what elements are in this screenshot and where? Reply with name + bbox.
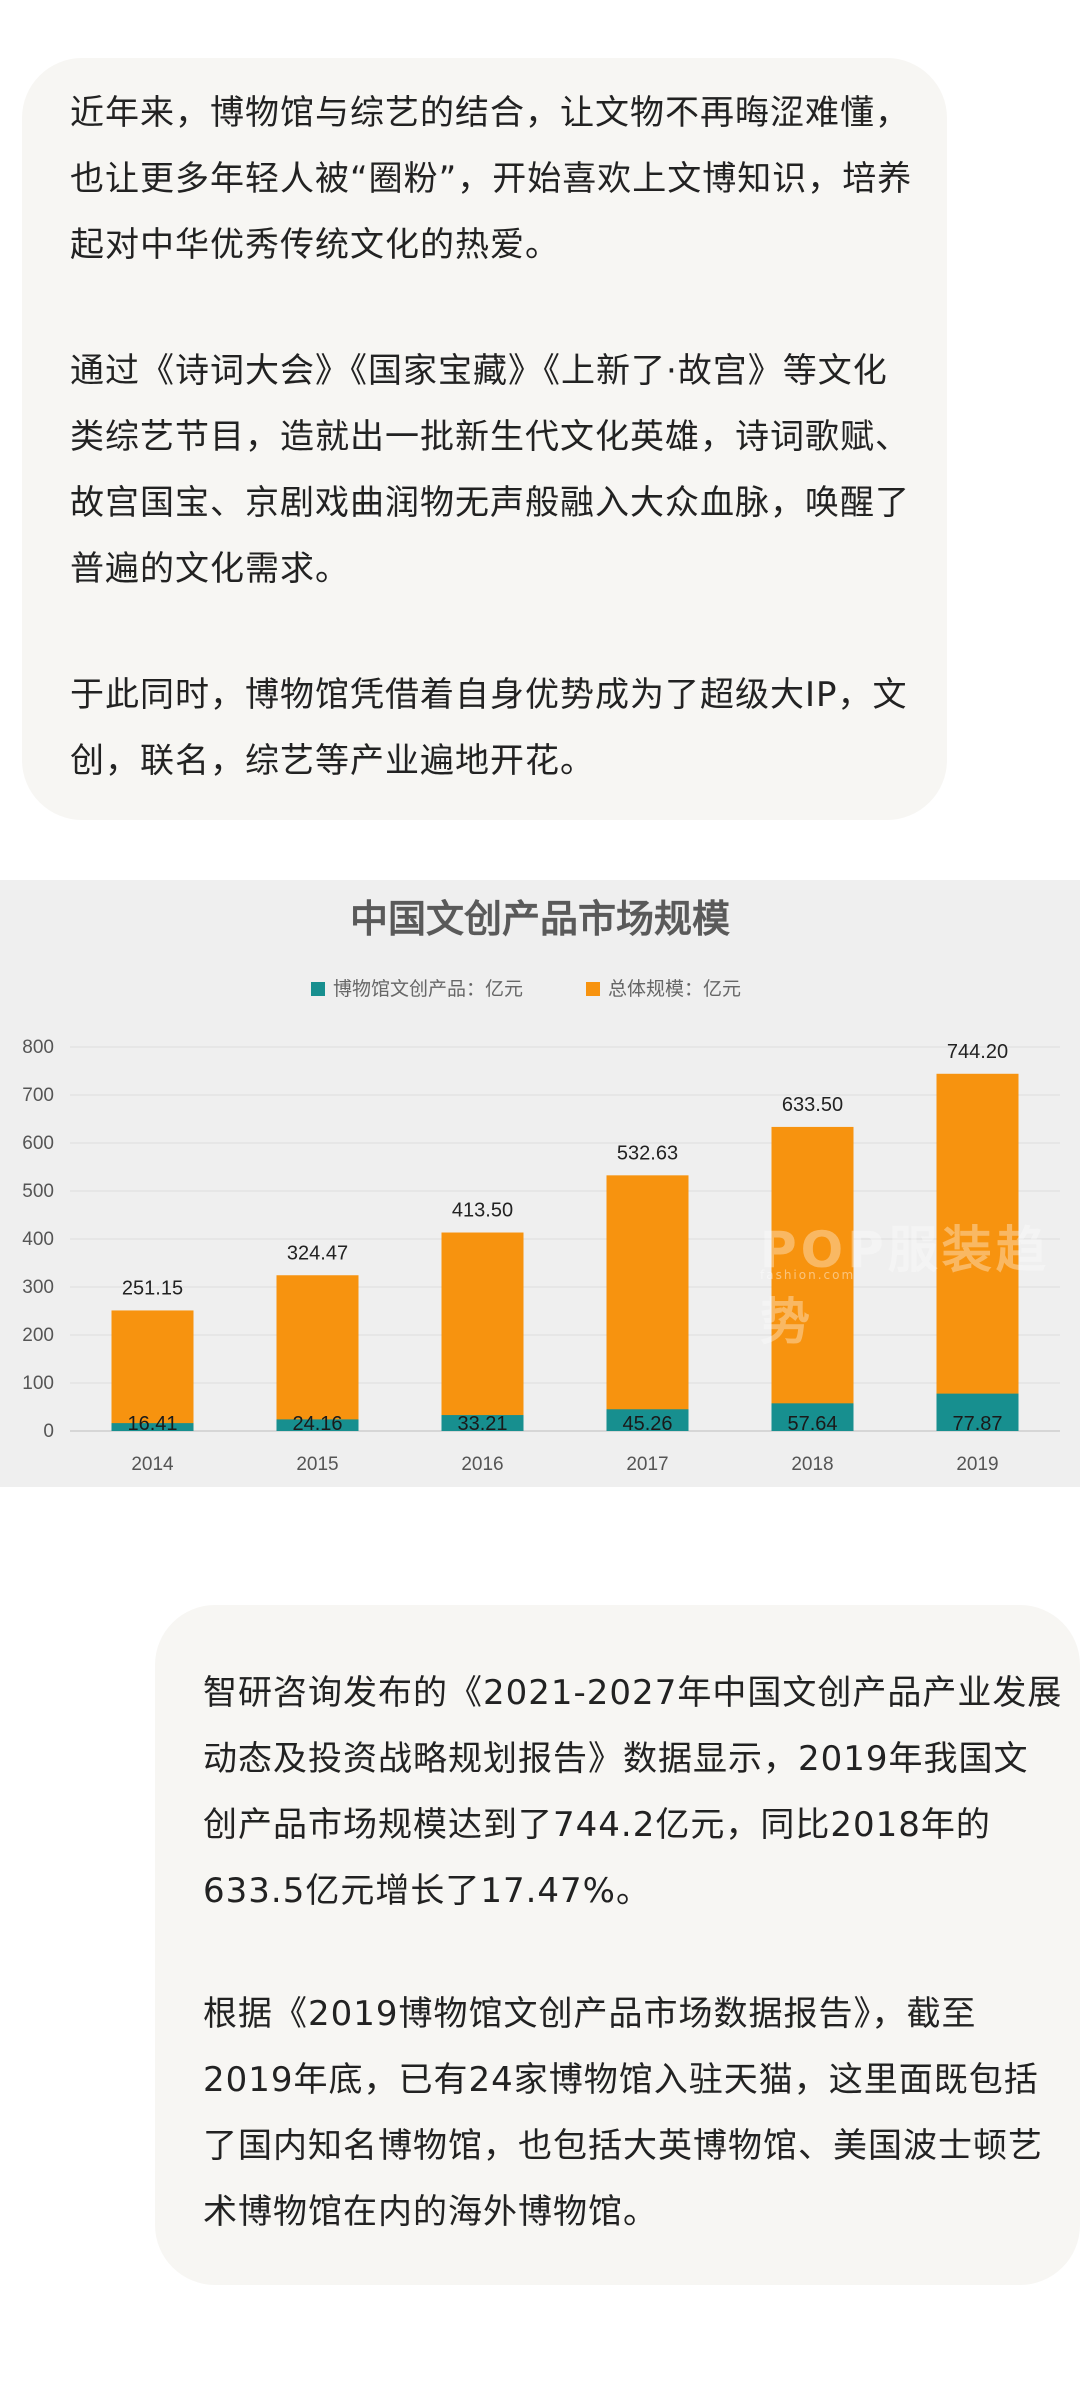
report-text-card: 智研咨询发布的《2021-2027年中国文创产品产业发展动态及投资战略规划报告》… <box>155 1605 1080 2285</box>
report-paragraph-2: 根据《2019博物馆文创产品市场数据报告》，截至2019年底，已有24家博物馆入… <box>203 1994 1043 2232</box>
x-tick-label-2014: 2014 <box>131 1454 174 1475</box>
watermark-logo: POP服装趋势 <box>760 1221 1050 1351</box>
legend-label-1: 博物馆文创产品：亿元 <box>333 978 523 1000</box>
data-label-total-2018: 633.50 <box>782 1094 843 1116</box>
bar-museum-2018 <box>771 1403 854 1431</box>
watermark-sub: fashion.com <box>760 1268 856 1282</box>
y-tick-label-600: 600 <box>22 1133 54 1154</box>
intro-text-card: 近年来，博物馆与综艺的结合，让文物不再晦涩难懂，也让更多年轻人被“圈粉”，开始喜… <box>22 58 947 820</box>
bar-museum-2017 <box>606 1409 689 1431</box>
bar-total-2014 <box>111 1310 194 1431</box>
intro-paragraph-2: 通过《诗词大会》《国家宝藏》《上新了·故宫》等文化类综艺节目，造就出一批新生代文… <box>70 351 910 589</box>
y-tick-label-100: 100 <box>22 1373 54 1394</box>
y-tick-label-0: 0 <box>43 1421 54 1442</box>
data-label-museum-2015: 24.16 <box>292 1413 342 1435</box>
y-tick-label-200: 200 <box>22 1325 54 1346</box>
y-tick-label-800: 800 <box>22 1037 54 1058</box>
bar-museum-2019 <box>936 1393 1019 1431</box>
y-tick-label-400: 400 <box>22 1229 54 1250</box>
legend-swatch-1 <box>311 982 325 996</box>
x-tick-label-2019: 2019 <box>956 1454 998 1475</box>
y-tick-label-300: 300 <box>22 1277 54 1298</box>
x-tick-label-2016: 2016 <box>461 1454 503 1475</box>
bar-total-2015 <box>276 1275 359 1431</box>
intro-paragraph-1: 近年来，博物馆与综艺的结合，让文物不再晦涩难懂，也让更多年轻人被“圈粉”，开始喜… <box>70 93 913 265</box>
chart-title: 中国文创产品市场规模 <box>350 897 730 941</box>
bar-total-2018 <box>771 1126 854 1431</box>
report-paragraph-1: 智研咨询发布的《2021-2027年中国文创产品产业发展动态及投资战略规划报告》… <box>203 1673 1063 1911</box>
data-label-total-2014: 251.15 <box>122 1277 183 1299</box>
y-tick-label-700: 700 <box>22 1085 54 1106</box>
x-tick-label-2017: 2017 <box>626 1454 668 1475</box>
x-tick-label-2015: 2015 <box>296 1454 338 1475</box>
market-size-chart: 中国文创产品市场规模博物馆文创产品：亿元 总体规模：亿元 0 100 200 300 400… <box>0 880 1080 1487</box>
data-label-museum-2019: 77.87 <box>952 1413 1002 1435</box>
intro-paragraph-3: 于此同时，博物馆凭借着自身优势成为了超级大IP，文创，联名，综艺等产业遍地开花。 <box>70 675 908 781</box>
data-label-total-2017: 532.63 <box>617 1142 678 1164</box>
legend-swatch-2 <box>586 982 600 996</box>
data-label-total-2015: 324.47 <box>287 1242 348 1264</box>
legend-label-2: 总体规模：亿元 <box>608 978 741 1000</box>
data-label-museum-2017: 45.26 <box>622 1413 672 1435</box>
data-label-total-2016: 413.50 <box>452 1200 513 1222</box>
bar-total-2016 <box>441 1232 524 1431</box>
bar-total-2017 <box>606 1175 689 1431</box>
bar-museum-2015 <box>276 1419 359 1431</box>
x-tick-label-2018: 2018 <box>791 1454 833 1475</box>
data-label-museum-2014: 16.41 <box>127 1413 177 1435</box>
data-label-museum-2018: 57.64 <box>787 1413 837 1435</box>
data-label-total-2019: 744.20 <box>947 1041 1008 1063</box>
bar-total-2019 <box>936 1073 1019 1431</box>
y-tick-label-500: 500 <box>22 1181 54 1202</box>
data-label-museum-2016: 33.21 <box>457 1413 507 1435</box>
bar-museum-2016 <box>441 1415 524 1431</box>
bar-museum-2014 <box>111 1423 194 1431</box>
